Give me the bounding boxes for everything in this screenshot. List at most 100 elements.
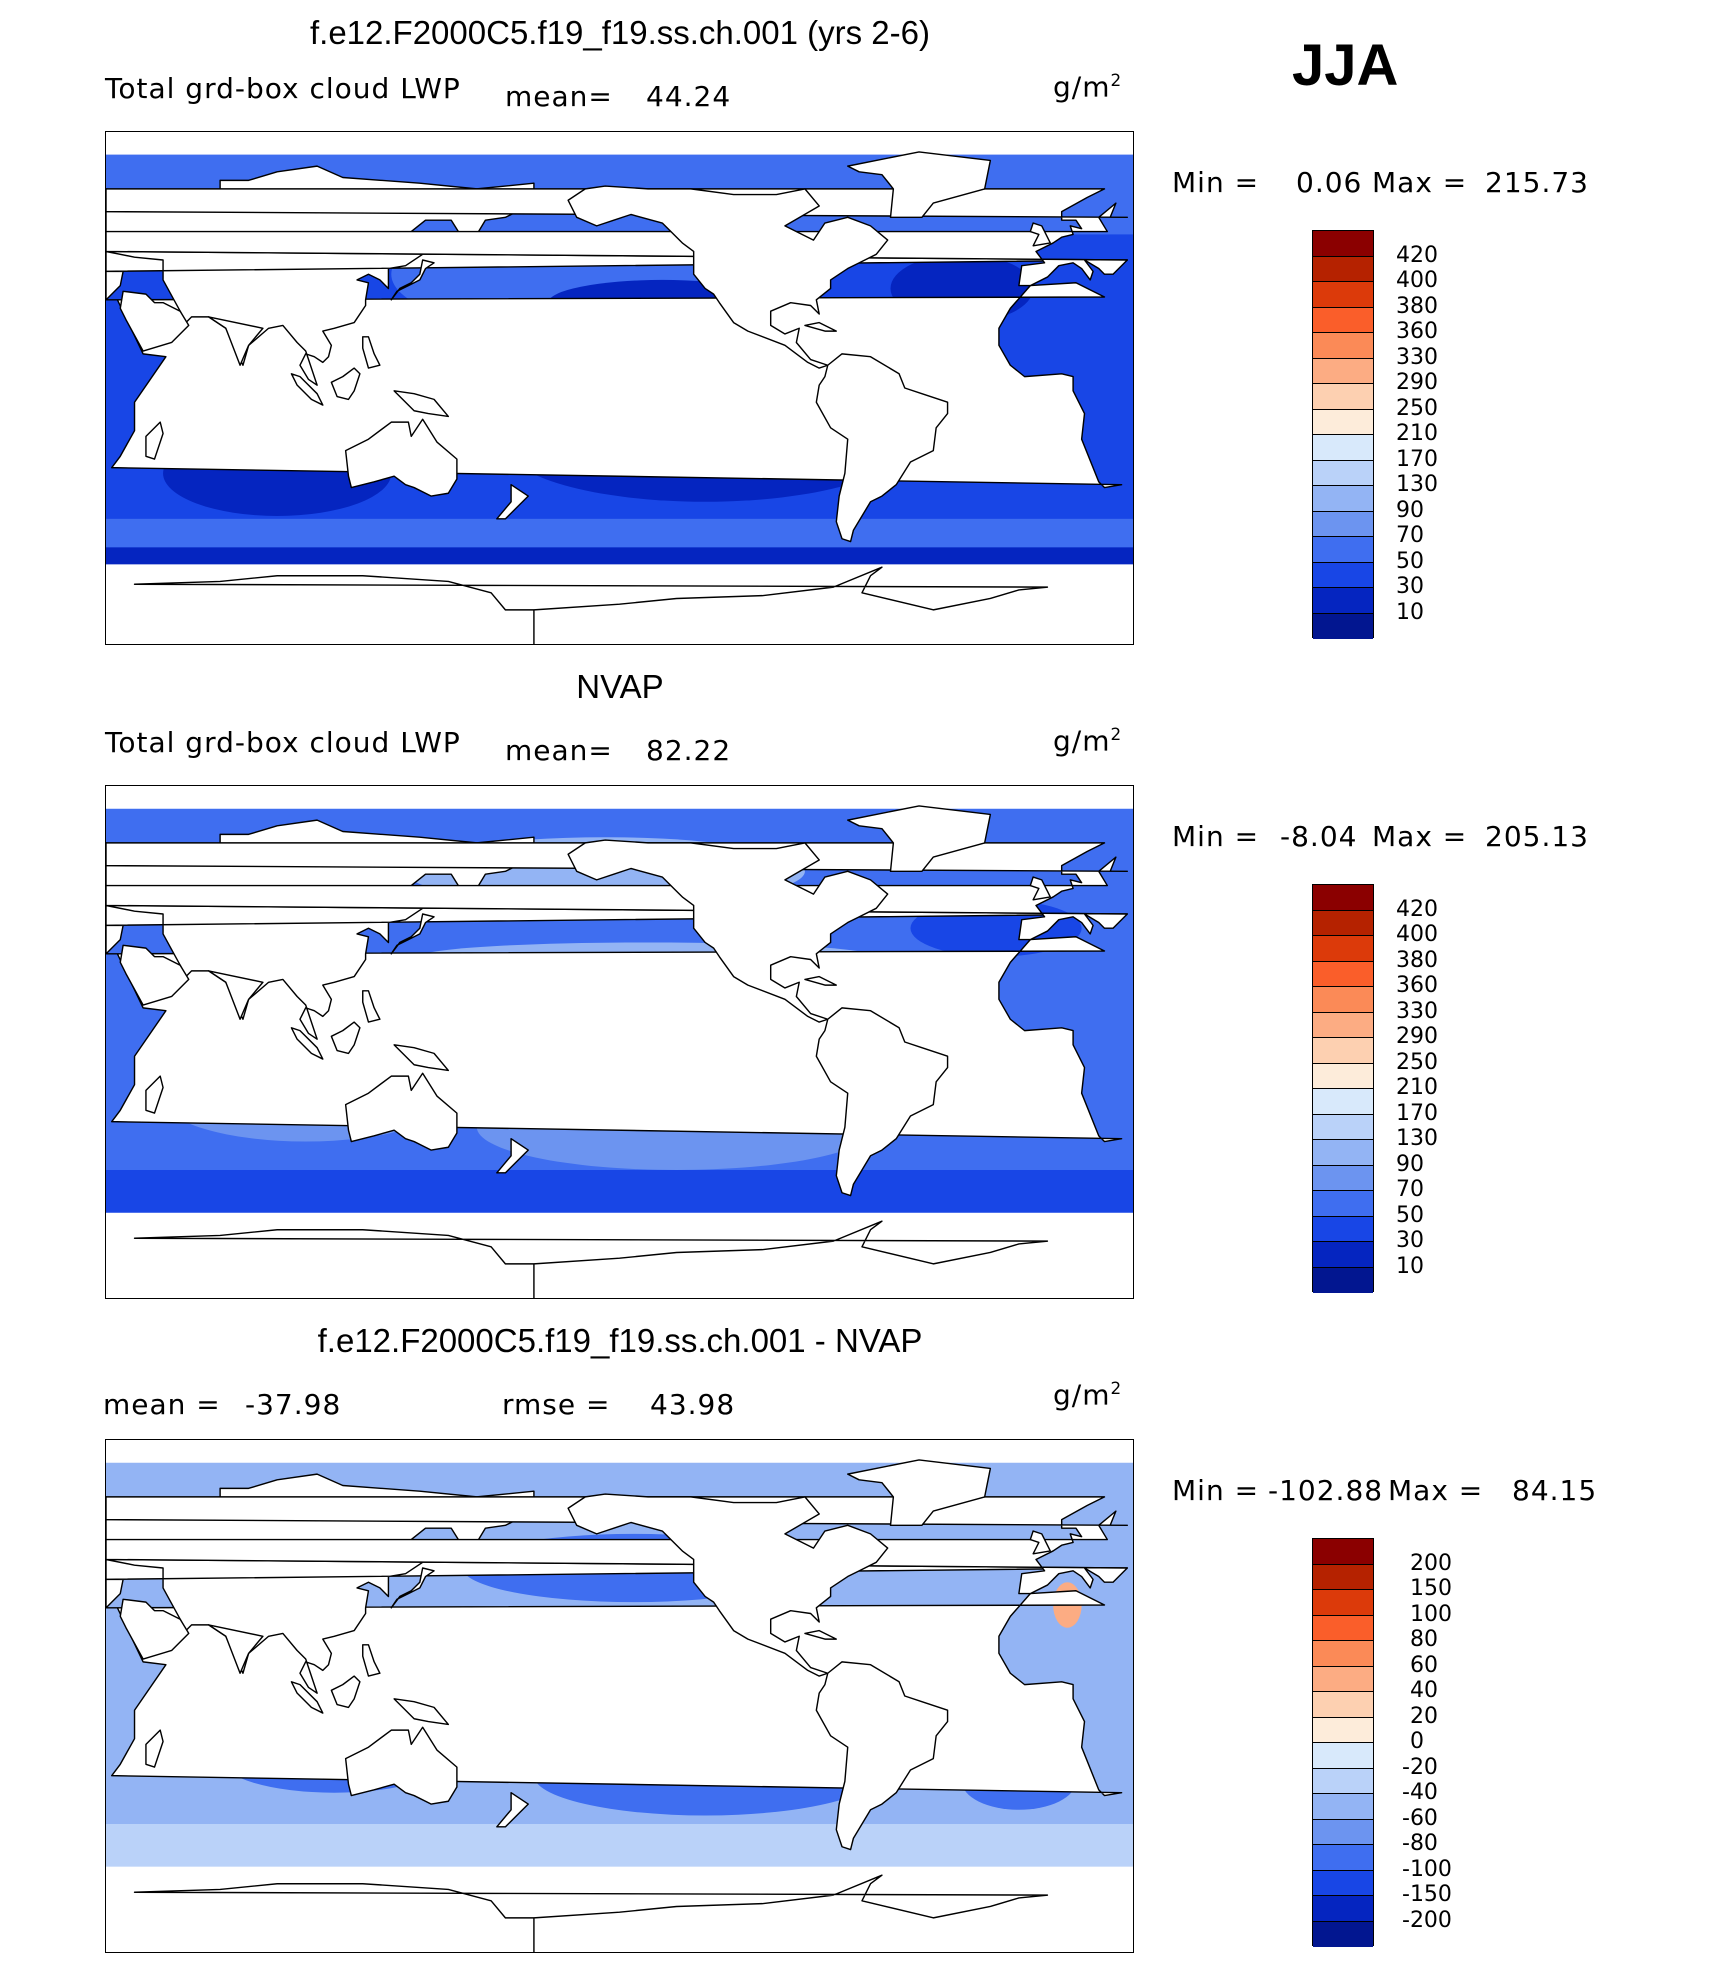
colorbar-swatch: [1313, 1641, 1373, 1667]
colorbar-level-label: 10: [1396, 1253, 1424, 1279]
landmass: [290, 1027, 324, 1060]
colorbar-swatch: [1313, 1768, 1373, 1794]
landmass: [496, 1792, 529, 1828]
landmass: [207, 970, 264, 1020]
landmass: [330, 1021, 361, 1055]
colorbar-swatch: [1313, 460, 1373, 486]
colorbar-swatch: [1313, 1896, 1373, 1922]
landmass: [133, 1220, 1049, 1298]
colorbar-level-label: 90: [1396, 497, 1424, 523]
panel-3-rmse-label: rmse =: [502, 1388, 611, 1421]
panel-1-min-value: 0.06: [1296, 166, 1363, 199]
panel-1-mean-label: mean=: [505, 80, 613, 113]
colorbar-swatch: [1313, 1794, 1373, 1820]
landmass: [330, 1675, 361, 1709]
colorbar-swatch: [1313, 987, 1373, 1013]
landmass: [344, 1072, 458, 1151]
colorbar-level-label: 30: [1396, 1228, 1424, 1253]
panel-2-mean-value: 82.22: [646, 734, 732, 767]
panel-3-min-value: -102.88: [1268, 1474, 1384, 1507]
colorbar-level-label: 400: [1396, 268, 1438, 293]
colorbar-level-label: 150: [1410, 1576, 1452, 1601]
colorbar-swatch: [1313, 1216, 1373, 1242]
panel-2-map: [105, 785, 1134, 1299]
colorbar-level-label: 100: [1410, 1601, 1452, 1627]
colorbar-level-label: 360: [1396, 319, 1438, 344]
panel-2-colorbar: [1312, 884, 1374, 1293]
landmass: [362, 990, 381, 1023]
colorbar-level-label: -20: [1402, 1754, 1438, 1780]
colorbar-swatch: [1313, 613, 1373, 639]
colorbar-level-label: 250: [1396, 395, 1438, 421]
landmass: [106, 842, 1129, 941]
colorbar-level-label: 400: [1396, 922, 1438, 947]
landmass: [390, 259, 435, 301]
colorbar-swatch: [1313, 1564, 1373, 1590]
panel-1-min-label: Min =: [1172, 166, 1260, 199]
landmass: [330, 367, 361, 401]
panel-3-rmse-value: 43.98: [650, 1388, 736, 1421]
colorbar-swatch: [1313, 1012, 1373, 1038]
colorbar-swatch: [1313, 1242, 1373, 1268]
landmass: [847, 805, 992, 873]
colorbar-level-label: 50: [1396, 548, 1424, 574]
colorbar-swatch: [1313, 1165, 1373, 1191]
landmass: [344, 418, 458, 497]
landmass: [847, 1459, 992, 1527]
panel-3-mean-label: mean =: [103, 1388, 221, 1421]
panel-1-title: f.e12.F2000C5.f19_f19.ss.ch.001 (yrs 2-6…: [309, 14, 930, 51]
colorbar-swatch: [1313, 1539, 1373, 1565]
landmass: [496, 484, 529, 520]
colorbar-level-label: 170: [1396, 1100, 1438, 1126]
landmass: [815, 353, 949, 543]
landmass: [133, 566, 1049, 644]
landmass: [567, 839, 889, 1023]
panel-1-mean-value: 44.24: [646, 80, 732, 113]
landmass: [207, 316, 264, 366]
colorbar-swatch: [1313, 1114, 1373, 1140]
panel-3-min-label: Min =: [1172, 1474, 1260, 1507]
colorbar-swatch: [1313, 910, 1373, 936]
panel-1-max-label: Max =: [1372, 166, 1468, 199]
colorbar-swatch: [1313, 384, 1373, 410]
panel-1-map: [105, 131, 1134, 645]
landmass: [496, 1138, 529, 1174]
landmass: [815, 1007, 949, 1197]
season-label: JJA: [1292, 33, 1399, 98]
panel-2-units: g/m2: [1053, 724, 1123, 758]
colorbar-level-label: 420: [1396, 242, 1438, 268]
colorbar-level-label: 420: [1396, 896, 1438, 922]
colorbar-level-label: 170: [1396, 446, 1438, 472]
colorbar-swatch: [1313, 1267, 1373, 1293]
landmass: [145, 1729, 164, 1768]
landmass: [567, 185, 889, 369]
landmass: [119, 944, 190, 1006]
panel-2-max-value: 205.13: [1485, 820, 1589, 853]
colorbar-swatch: [1313, 409, 1373, 435]
colorbar-level-label: 380: [1396, 293, 1438, 319]
landmass: [804, 321, 838, 332]
panel-3-max-value: 84.15: [1512, 1474, 1598, 1507]
landmass: [804, 1629, 838, 1640]
landmass: [106, 188, 1129, 287]
landmass: [106, 1473, 1129, 1694]
panel-1-variable: Total grd-box cloud LWP: [105, 72, 461, 105]
panel-3-units: g/m2: [1053, 1378, 1123, 1412]
colorbar-level-label: 40: [1410, 1678, 1438, 1703]
colorbar-level-label: -80: [1402, 1831, 1438, 1856]
colorbar-swatch: [1313, 486, 1373, 512]
landmass: [393, 1698, 450, 1726]
landmass: [390, 1567, 435, 1609]
colorbar-swatch: [1313, 1063, 1373, 1089]
colorbar-swatch: [1313, 435, 1373, 461]
colorbar-swatch: [1313, 256, 1373, 282]
colorbar-level-label: -150: [1402, 1882, 1452, 1907]
landmass: [567, 1493, 889, 1677]
panel-1-units: g/m2: [1053, 70, 1123, 104]
colorbar-level-label: 20: [1410, 1703, 1438, 1729]
colorbar-level-label: 90: [1396, 1151, 1424, 1177]
landmass: [815, 1661, 949, 1851]
colorbar-swatch: [1313, 1845, 1373, 1871]
colorbar-swatch: [1313, 231, 1373, 257]
landmass: [362, 1644, 381, 1677]
